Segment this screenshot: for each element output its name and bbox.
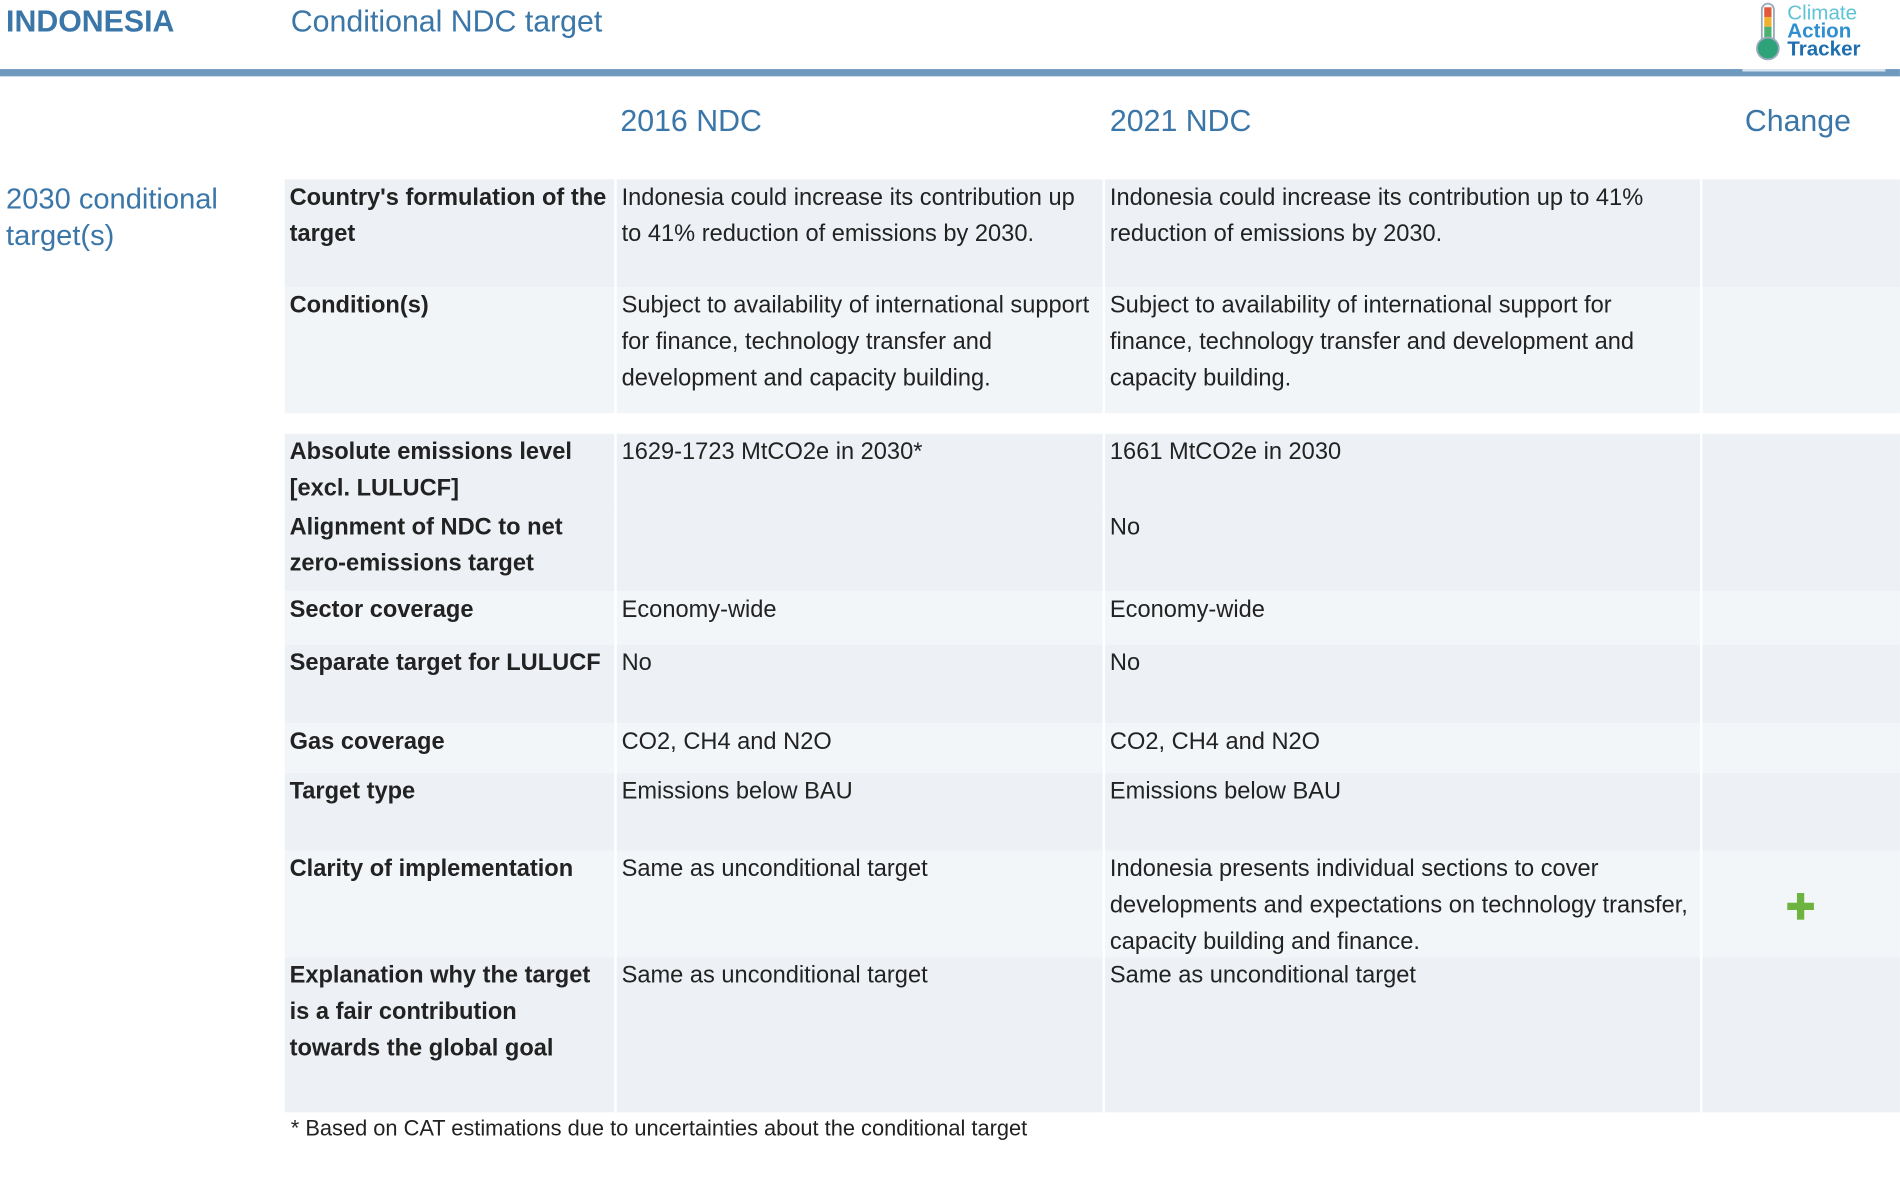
row-label: Target type bbox=[284, 773, 615, 851]
column-header: 2016 NDC bbox=[620, 104, 762, 139]
cell: Emissions below BAU bbox=[616, 773, 1103, 851]
logo-thermometer bbox=[1756, 2, 1780, 61]
cell: Emissions below BAU bbox=[1105, 773, 1701, 851]
logo-text: Action bbox=[1787, 19, 1852, 43]
row-label: Explanation why the target is a fair con… bbox=[284, 957, 615, 1113]
cell bbox=[1702, 773, 1900, 851]
cell bbox=[1702, 957, 1900, 1113]
column-header: Change bbox=[1744, 104, 1851, 139]
header-rule bbox=[0, 69, 1900, 77]
table-row: Sector coverage Economy-wide Economy-wide bbox=[284, 591, 1900, 645]
logo: Climate Action Tracker bbox=[1742, 0, 1886, 72]
cell: CO2, CH4 and N2O bbox=[1105, 723, 1701, 774]
row-label: Alignment of NDC to net zero-emissions t… bbox=[284, 508, 615, 592]
improvement-icon bbox=[1787, 893, 1814, 920]
cell: Same as unconditional target bbox=[616, 850, 1103, 958]
country: INDONESIA bbox=[6, 4, 175, 39]
cell: Economy-wide bbox=[1105, 591, 1701, 645]
row-label: Gas coverage bbox=[284, 723, 615, 774]
cell: No bbox=[1105, 508, 1701, 592]
table-row: Target type Emissions below BAU Emissions … bbox=[284, 773, 1900, 851]
table-row: Alignment of NDC to net zero-emissions t… bbox=[284, 508, 1900, 592]
row-label: Condition(s) bbox=[284, 287, 615, 414]
cell bbox=[1702, 591, 1900, 645]
table-row: Country's formulation of the target Indon… bbox=[284, 179, 1900, 288]
row-label: Sector coverage bbox=[284, 591, 615, 645]
table-row: Explanation why the target is a fair con… bbox=[284, 957, 1900, 1113]
table-row: Condition(s) Subject to availability of i… bbox=[284, 287, 1900, 414]
cell: No bbox=[1105, 644, 1701, 724]
cell bbox=[1702, 508, 1900, 592]
cell: Indonesia could increase its contributio… bbox=[616, 179, 1103, 288]
table-row: Gas coverage CO2, CH4 and N2O CO2, CH4 and… bbox=[284, 723, 1900, 774]
cell: Indonesia presents individual sections t… bbox=[1105, 850, 1701, 958]
cell: No bbox=[616, 644, 1103, 724]
cell: Indonesia could increase its contributio… bbox=[1105, 179, 1701, 288]
cell: Economy-wide bbox=[616, 591, 1103, 645]
cell: Same as unconditional target bbox=[1105, 957, 1701, 1113]
cell bbox=[1702, 644, 1900, 724]
row-label: Absolute emissions level [excl. LULUCF] bbox=[284, 433, 615, 509]
section-label: 2030 conditional target(s) bbox=[6, 182, 218, 253]
cell bbox=[1702, 433, 1900, 509]
cell: Same as unconditional target bbox=[616, 957, 1103, 1113]
footnote: * Based on CAT estimations due to uncert… bbox=[290, 1115, 1028, 1141]
cell bbox=[616, 508, 1103, 592]
row-label: Separate target for LULUCF bbox=[284, 644, 615, 724]
cell bbox=[1702, 179, 1900, 288]
cell: 1661 MtCO2e in 2030 bbox=[1105, 433, 1701, 509]
table-row: Separate target for LULUCF No No bbox=[284, 644, 1900, 724]
cell bbox=[1702, 723, 1900, 774]
row-label: Country's formulation of the target bbox=[284, 179, 615, 288]
cell bbox=[1702, 287, 1900, 414]
table-row: Absolute emissions level [excl. LULUCF] 1… bbox=[284, 433, 1900, 509]
logo-text: Tracker bbox=[1787, 37, 1861, 61]
cell: 1629-1723 MtCO2e in 2030* bbox=[616, 433, 1103, 509]
column-header: 2021 NDC bbox=[1109, 104, 1252, 139]
cell: Subject to availability of international… bbox=[616, 287, 1103, 414]
cell: CO2, CH4 and N2O bbox=[616, 723, 1103, 774]
slide-title: Conditional NDC target bbox=[290, 4, 603, 39]
table-row: Clarity of implementation Same as uncondi… bbox=[284, 850, 1900, 958]
logo-text: Climate bbox=[1787, 1, 1858, 25]
row-label: Clarity of implementation bbox=[284, 850, 615, 958]
cell: Subject to availability of international… bbox=[1105, 287, 1701, 414]
